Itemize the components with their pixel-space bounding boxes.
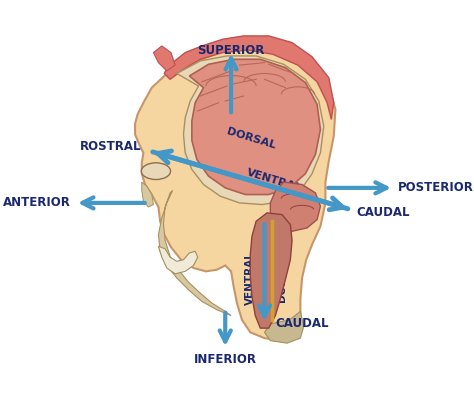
Text: DORSAL: DORSAL [277,254,287,302]
Polygon shape [264,311,304,343]
Text: SUPERIOR: SUPERIOR [197,44,265,57]
Polygon shape [250,213,292,328]
Polygon shape [189,59,320,195]
Ellipse shape [141,163,171,180]
Text: INFERIOR: INFERIOR [194,353,257,366]
Text: ROSTRAL: ROSTRAL [80,139,142,152]
Polygon shape [142,182,154,207]
Polygon shape [270,182,320,231]
Text: POSTERIOR: POSTERIOR [398,181,474,194]
Polygon shape [154,46,175,71]
Polygon shape [164,36,334,119]
Text: VENTRAL: VENTRAL [245,168,303,194]
Text: CAUDAL: CAUDAL [275,318,329,331]
Text: ANTERIOR: ANTERIOR [3,196,71,209]
Polygon shape [135,46,336,341]
Text: CAUDAL: CAUDAL [356,206,410,219]
Polygon shape [158,190,231,316]
Polygon shape [158,246,198,274]
Text: DORSAL: DORSAL [225,127,277,151]
Text: VENTRAL: VENTRAL [245,251,255,305]
Polygon shape [177,56,324,204]
